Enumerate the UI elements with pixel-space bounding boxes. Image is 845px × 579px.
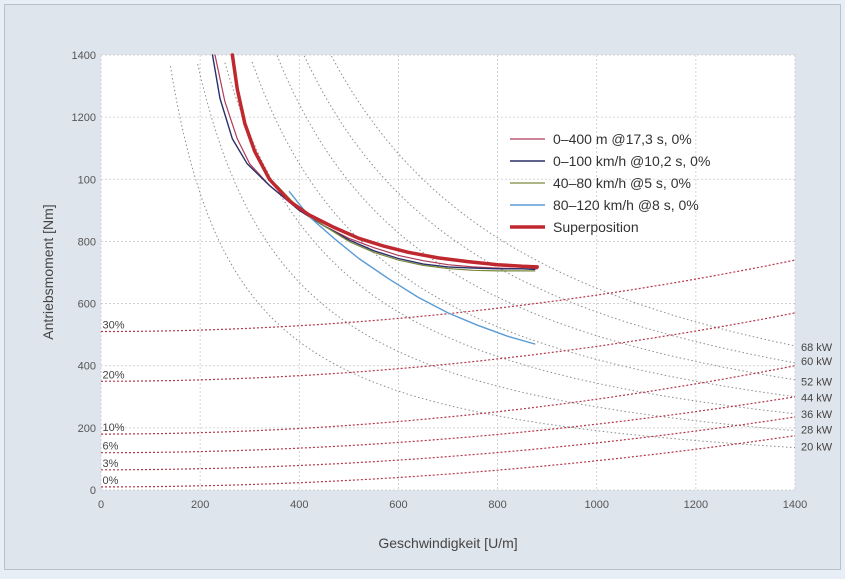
- x-tick-label: 0: [98, 499, 104, 511]
- grade-label: 0%: [102, 475, 118, 487]
- grade-label: 30%: [102, 320, 124, 332]
- grade-label: 10%: [102, 422, 124, 434]
- series-line: [276, 184, 536, 272]
- power-label: 20 kW: [801, 442, 833, 454]
- x-tick-label: 1400: [783, 499, 807, 511]
- y-tick-label: 400: [78, 361, 96, 373]
- y-tick-label: 200: [78, 423, 96, 435]
- power-curve: [197, 63, 796, 432]
- y-tick-label: 100: [78, 174, 96, 186]
- power-label: 52 kW: [801, 376, 833, 388]
- grade-line: [101, 259, 796, 333]
- x-tick-label: 400: [290, 499, 308, 511]
- x-tick-label: 1000: [584, 499, 608, 511]
- grade-label: 20%: [102, 369, 124, 381]
- power-curves: [169, 55, 796, 449]
- power-curve: [251, 61, 796, 398]
- series-line: [214, 54, 538, 270]
- power-label: 68 kW: [801, 342, 833, 354]
- grade-label: 6%: [102, 441, 118, 453]
- legend-label: 0–400 m @17,3 s, 0%: [553, 131, 692, 147]
- x-tick-label: 200: [191, 499, 209, 511]
- power-label: 44 kW: [801, 392, 833, 404]
- grade-lines: [100, 259, 796, 488]
- y-axis-label: Antriebsmoment [Nm]: [40, 204, 56, 339]
- x-tick-label: 600: [389, 499, 407, 511]
- power-curve: [169, 66, 796, 449]
- plot-area: [101, 55, 795, 490]
- legend-label: Superposition: [553, 219, 639, 235]
- legend: 0–400 m @17,3 s, 0% 0–100 km/h @10,2 s, 0…: [510, 131, 710, 235]
- legend-label: 40–80 km/h @5 s, 0%: [553, 175, 691, 191]
- power-label: 28 kW: [801, 424, 833, 436]
- tick-labels: 0 200 400 600 800 1000 1200 1400 0 200 400 600 800 10…: [72, 50, 833, 511]
- grade-line: [101, 396, 796, 454]
- legend-label: 0–100 km/h @10,2 s, 0%: [553, 153, 710, 169]
- grade-line: [100, 312, 796, 382]
- series-line: [211, 54, 536, 271]
- series-line: [288, 191, 536, 345]
- x-tick-label: 1200: [684, 499, 708, 511]
- x-tick-label: 800: [488, 499, 506, 511]
- figure-frame: 0 200 400 600 800 1000 1200 1400 0 200 400 600 800 10…: [4, 4, 841, 570]
- power-label: 60 kW: [801, 356, 833, 368]
- y-tick-label: 1200: [72, 112, 96, 124]
- y-tick-label: 0: [90, 485, 96, 497]
- power-label: 36 kW: [801, 409, 833, 421]
- grade-line: [101, 365, 796, 435]
- y-tick-label: 600: [78, 299, 96, 311]
- series-line: [230, 53, 539, 269]
- x-axis-label: Geschwindigkeit [U/m]: [378, 535, 517, 551]
- y-tick-label: 800: [78, 236, 96, 248]
- power-curve: [224, 62, 796, 415]
- legend-label: 80–120 km/h @8 s, 0%: [553, 197, 699, 213]
- series-lines: [211, 53, 539, 345]
- chart: 0 200 400 600 800 1000 1200 1400 0 200 400 600 800 10…: [40, 50, 833, 551]
- y-tick-label: 1400: [72, 50, 96, 62]
- grade-label: 3%: [102, 458, 118, 470]
